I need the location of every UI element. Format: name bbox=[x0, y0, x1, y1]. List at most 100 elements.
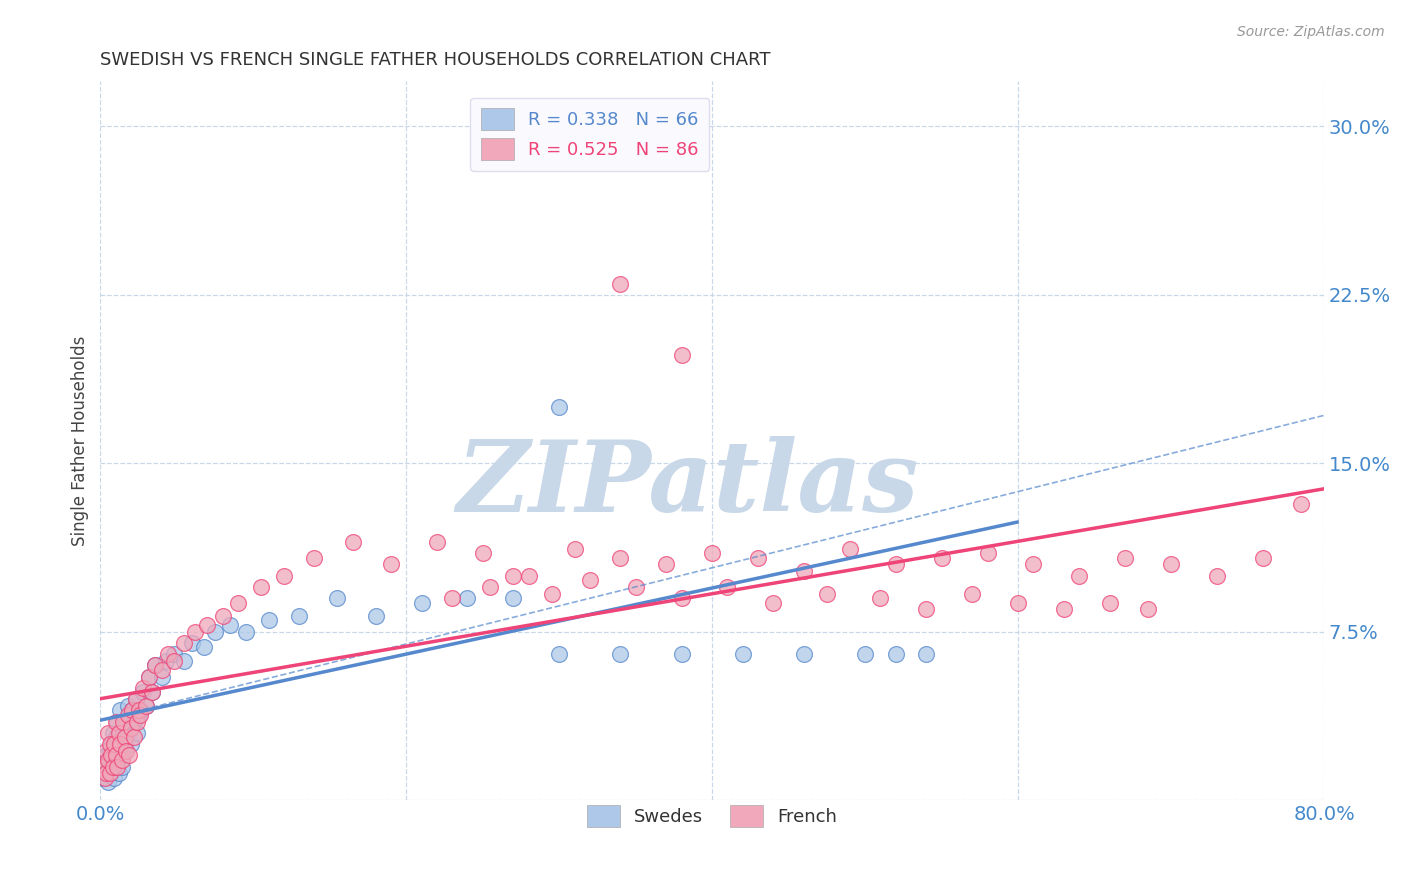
Point bbox=[671, 348, 693, 362]
Point bbox=[1022, 558, 1045, 572]
Point bbox=[884, 647, 907, 661]
Point bbox=[120, 722, 142, 736]
Point bbox=[380, 558, 402, 572]
Point bbox=[479, 580, 502, 594]
Point bbox=[1007, 595, 1029, 609]
Point bbox=[548, 400, 571, 414]
Point bbox=[93, 759, 115, 773]
Point bbox=[364, 609, 387, 624]
Point bbox=[931, 550, 953, 565]
Point bbox=[1098, 595, 1121, 609]
Point bbox=[111, 753, 134, 767]
Point bbox=[915, 647, 938, 661]
Point bbox=[125, 726, 148, 740]
Point bbox=[815, 586, 838, 600]
Point bbox=[103, 771, 125, 785]
Point bbox=[156, 647, 179, 661]
Point bbox=[97, 753, 120, 767]
Point bbox=[103, 737, 125, 751]
Point bbox=[128, 703, 150, 717]
Point bbox=[173, 654, 195, 668]
Point bbox=[976, 546, 998, 560]
Point bbox=[204, 624, 226, 639]
Point bbox=[716, 580, 738, 594]
Point bbox=[226, 595, 249, 609]
Point bbox=[125, 714, 148, 729]
Point bbox=[117, 698, 139, 713]
Point bbox=[884, 558, 907, 572]
Point bbox=[122, 714, 145, 729]
Point bbox=[793, 647, 815, 661]
Point bbox=[117, 707, 139, 722]
Point bbox=[150, 663, 173, 677]
Point bbox=[129, 703, 152, 717]
Point bbox=[197, 618, 219, 632]
Point bbox=[132, 681, 155, 695]
Point bbox=[98, 766, 121, 780]
Point bbox=[101, 759, 124, 773]
Point bbox=[219, 618, 242, 632]
Point bbox=[517, 568, 540, 582]
Point bbox=[731, 647, 754, 661]
Point bbox=[853, 647, 876, 661]
Point bbox=[118, 748, 141, 763]
Point bbox=[1160, 558, 1182, 572]
Point bbox=[211, 609, 233, 624]
Point bbox=[235, 624, 257, 639]
Point bbox=[98, 744, 121, 758]
Point bbox=[173, 636, 195, 650]
Point bbox=[273, 568, 295, 582]
Point bbox=[150, 670, 173, 684]
Legend: Swedes, French: Swedes, French bbox=[579, 797, 845, 834]
Point bbox=[288, 609, 311, 624]
Point bbox=[456, 591, 478, 605]
Point bbox=[1137, 602, 1160, 616]
Point bbox=[104, 731, 127, 745]
Text: ZIPatlas: ZIPatlas bbox=[457, 435, 920, 533]
Point bbox=[141, 685, 163, 699]
Point bbox=[257, 614, 280, 628]
Point bbox=[128, 707, 150, 722]
Point bbox=[915, 602, 938, 616]
Point bbox=[96, 748, 118, 763]
Point bbox=[96, 744, 118, 758]
Point bbox=[155, 654, 177, 668]
Point bbox=[540, 586, 562, 600]
Point bbox=[129, 707, 152, 722]
Point bbox=[114, 714, 136, 729]
Point bbox=[960, 586, 983, 600]
Point bbox=[838, 541, 860, 556]
Point bbox=[98, 737, 121, 751]
Point bbox=[96, 766, 118, 780]
Point bbox=[138, 670, 160, 684]
Point bbox=[124, 692, 146, 706]
Point bbox=[304, 550, 326, 565]
Point bbox=[184, 624, 207, 639]
Point bbox=[117, 726, 139, 740]
Point bbox=[104, 714, 127, 729]
Point bbox=[624, 580, 647, 594]
Point bbox=[426, 534, 449, 549]
Point bbox=[105, 748, 128, 763]
Point bbox=[110, 726, 132, 740]
Point bbox=[193, 640, 215, 655]
Point bbox=[112, 714, 135, 729]
Point bbox=[869, 591, 891, 605]
Point bbox=[671, 591, 693, 605]
Point bbox=[97, 753, 120, 767]
Point bbox=[702, 546, 724, 560]
Point bbox=[747, 550, 769, 565]
Point bbox=[107, 737, 129, 751]
Point bbox=[326, 591, 349, 605]
Point bbox=[548, 647, 571, 661]
Point bbox=[110, 737, 132, 751]
Point bbox=[1069, 568, 1091, 582]
Point bbox=[502, 591, 524, 605]
Point bbox=[93, 771, 115, 785]
Point bbox=[124, 692, 146, 706]
Point bbox=[121, 703, 143, 717]
Point bbox=[121, 703, 143, 717]
Point bbox=[517, 153, 540, 167]
Point bbox=[112, 748, 135, 763]
Point bbox=[609, 277, 631, 291]
